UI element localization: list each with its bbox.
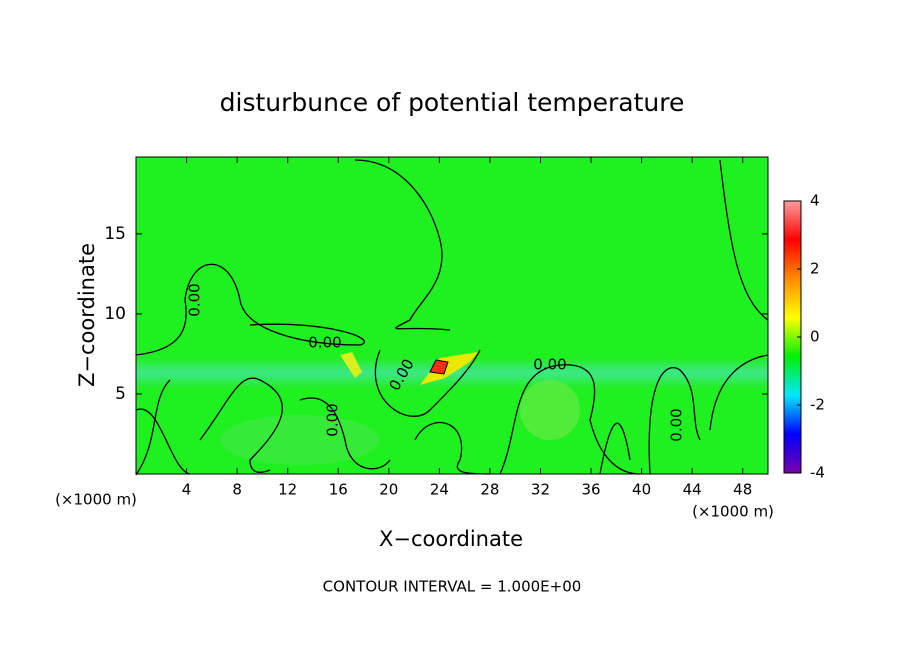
colorbar-tick-label: 2 [810,260,820,278]
x-tick-label: 8 [232,481,242,499]
y-unit-label: (×1000 m) [55,491,137,509]
x-tick-label: 28 [480,481,499,499]
x-tick-label: 44 [683,481,702,499]
x-tick-label: 48 [733,481,752,499]
y-tick-label: 5 [115,384,126,404]
x-tick-label: 4 [182,481,192,499]
x-unit-label: (×1000 m) [692,503,774,521]
contour-label: 0.00 [668,408,686,441]
x-tick-label: 20 [379,481,398,499]
y-tick-label: 10 [104,304,126,324]
contour-label: 0.00 [308,334,341,352]
x-tick-label: 32 [531,481,550,499]
chart-title: disturbunce of potential temperature [220,88,685,117]
footer: CONTOUR INTERVAL = 1.000E+00 [323,578,582,596]
x-tick-label: 40 [632,481,651,499]
y-axis-label: Z−coordinate [75,243,99,387]
plot-frame [135,156,769,475]
x-tick-label: 24 [430,481,449,499]
colorbar-tick-label: -2 [810,396,825,414]
x-tick-label: 36 [581,481,600,499]
x-tick-label: 16 [329,481,348,499]
colorbar-tick-label: 0 [810,328,820,346]
x-axis-label: X−coordinate [379,527,523,551]
colorbar-tick-label: 4 [810,192,820,210]
contour-label: 0.00 [324,403,342,436]
contour-label: 0.00 [533,356,566,374]
y-tick-label: 15 [104,224,126,244]
colorbar-tick-label: -4 [810,464,825,482]
x-tick-label: 12 [278,481,297,499]
field [135,157,769,476]
contour-label: 0.00 [186,283,204,316]
